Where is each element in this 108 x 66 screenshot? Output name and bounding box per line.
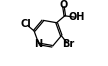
Text: Cl: Cl [20,19,31,29]
Text: Br: Br [62,39,75,49]
Text: OH: OH [68,12,84,22]
Text: N: N [34,39,43,49]
Text: O: O [59,0,68,10]
